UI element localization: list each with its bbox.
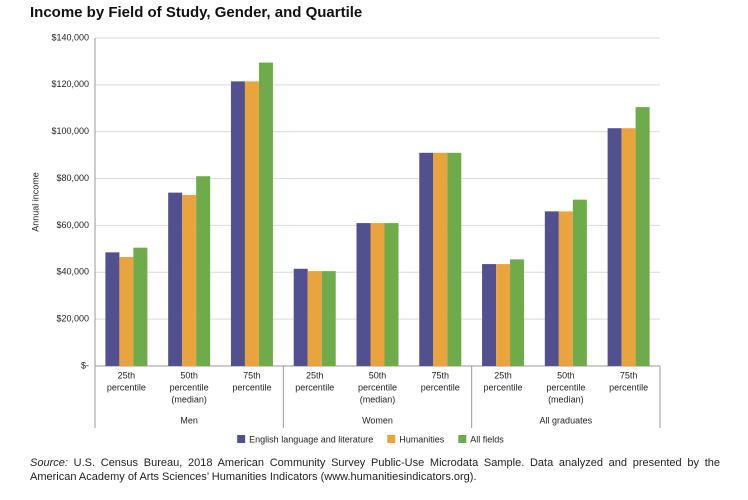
x-tick-label: (median) xyxy=(171,394,207,404)
y-tick-label: $- xyxy=(81,360,89,370)
bar xyxy=(182,194,197,366)
legend-label: All fields xyxy=(470,434,504,444)
bar xyxy=(133,247,148,366)
y-tick-label: $60,000 xyxy=(56,220,89,230)
group-label: Men xyxy=(180,415,198,425)
x-tick-label: (median) xyxy=(360,394,396,404)
bar xyxy=(321,271,336,366)
legend-swatch xyxy=(237,435,246,443)
y-tick-label: $20,000 xyxy=(56,314,89,324)
x-tick-label: 50th xyxy=(369,370,387,380)
x-tick-label: 50th xyxy=(180,370,198,380)
x-tick-label: 25th xyxy=(494,370,512,380)
bar xyxy=(168,192,183,366)
x-tick-label: percentile xyxy=(107,382,146,392)
bar xyxy=(433,152,448,366)
x-tick-label: 75th xyxy=(243,370,261,380)
x-tick-label: (median) xyxy=(548,394,584,404)
bar xyxy=(558,211,573,366)
chart-title: Income by Field of Study, Gender, and Qu… xyxy=(30,4,363,21)
bar xyxy=(244,81,259,366)
bar xyxy=(119,257,134,366)
bar xyxy=(384,223,399,366)
y-tick-label: $100,000 xyxy=(51,126,89,136)
source-text: U.S. Census Bureau, 2018 American Commun… xyxy=(30,457,721,483)
x-tick-label: 75th xyxy=(432,370,450,380)
bar xyxy=(230,81,245,366)
bar xyxy=(496,264,511,366)
source-note: Source: U.S. Census Bureau, 2018 America… xyxy=(30,456,720,484)
bar xyxy=(621,128,636,366)
group-label: Women xyxy=(362,415,393,425)
x-tick-label: percentile xyxy=(232,382,271,392)
source-label: Source: xyxy=(30,457,68,469)
bar xyxy=(196,176,211,366)
bar xyxy=(544,211,559,366)
x-tick-label: percentile xyxy=(609,382,648,392)
x-tick-label: 25th xyxy=(118,370,136,380)
x-tick-label: percentile xyxy=(421,382,460,392)
chart: $- $20,000 $40,000 $60,000 $80,000 $100,000 $1… xyxy=(30,32,661,444)
bar xyxy=(482,264,497,366)
bar xyxy=(293,268,308,366)
bar xyxy=(370,223,385,366)
y-tick-label: $120,000 xyxy=(51,79,89,89)
bar xyxy=(510,259,525,366)
x-tick-label: 75th xyxy=(620,370,638,380)
bar xyxy=(419,152,434,366)
legend-label: Humanities xyxy=(399,434,445,444)
x-tick-label: percentile xyxy=(546,382,585,392)
bar xyxy=(258,62,273,366)
x-tick-label: 50th xyxy=(557,370,575,380)
y-axis-label: Annual income xyxy=(30,172,40,232)
x-tick-label: percentile xyxy=(295,382,334,392)
x-tick-label: percentile xyxy=(170,382,209,392)
legend-swatch xyxy=(458,435,467,443)
bar xyxy=(105,252,120,366)
y-tick-label: $140,000 xyxy=(51,32,89,42)
bar xyxy=(635,107,650,366)
legend-swatch xyxy=(387,435,396,443)
x-tick-label: 25th xyxy=(306,370,324,380)
bar xyxy=(607,128,622,366)
bar xyxy=(572,199,587,366)
x-tick-label: percentile xyxy=(358,382,397,392)
bar xyxy=(447,152,462,366)
group-label: All graduates xyxy=(540,415,593,425)
bar xyxy=(356,223,371,366)
y-tick-label: $80,000 xyxy=(56,173,89,183)
legend-label: English language and literature xyxy=(249,434,373,444)
bar xyxy=(307,271,322,366)
y-tick-label: $40,000 xyxy=(56,267,89,277)
x-tick-label: percentile xyxy=(484,382,523,392)
